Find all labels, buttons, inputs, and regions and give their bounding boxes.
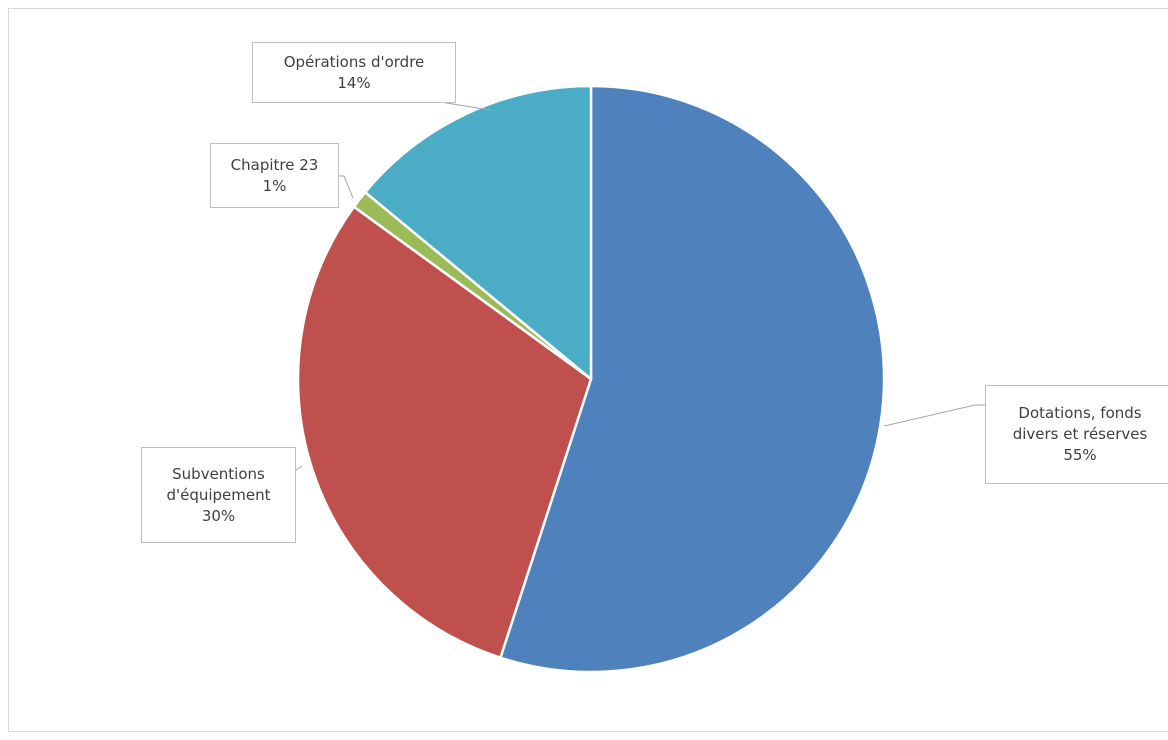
- data-label: Chapitre 23 1%: [210, 143, 339, 208]
- pie-slice: [296, 205, 593, 659]
- pie-slice: [499, 84, 886, 674]
- label-value: 14%: [337, 73, 371, 92]
- data-label: Dotations, fonds divers et réserves 55%: [985, 385, 1168, 484]
- label-value: 55%: [1063, 446, 1097, 464]
- label-value: 1%: [262, 176, 287, 195]
- data-label: Opérations d'ordre 14%: [252, 42, 456, 103]
- label-category: Chapitre 23: [230, 155, 319, 174]
- leader-line: [883, 404, 985, 427]
- label-value: 30%: [201, 506, 236, 525]
- leader-line: [295, 465, 303, 471]
- pie-slice: [363, 84, 593, 381]
- label-category: Dotations, fonds divers et réserves: [1012, 404, 1148, 443]
- pie: [296, 84, 886, 674]
- leader-line: [339, 175, 354, 199]
- label-category: Subventions d'équipement: [166, 464, 271, 504]
- data-label: Subventions d'équipement 30%: [141, 447, 296, 543]
- label-category: Opérations d'ordre: [283, 52, 425, 71]
- chart-border: [8, 8, 1168, 732]
